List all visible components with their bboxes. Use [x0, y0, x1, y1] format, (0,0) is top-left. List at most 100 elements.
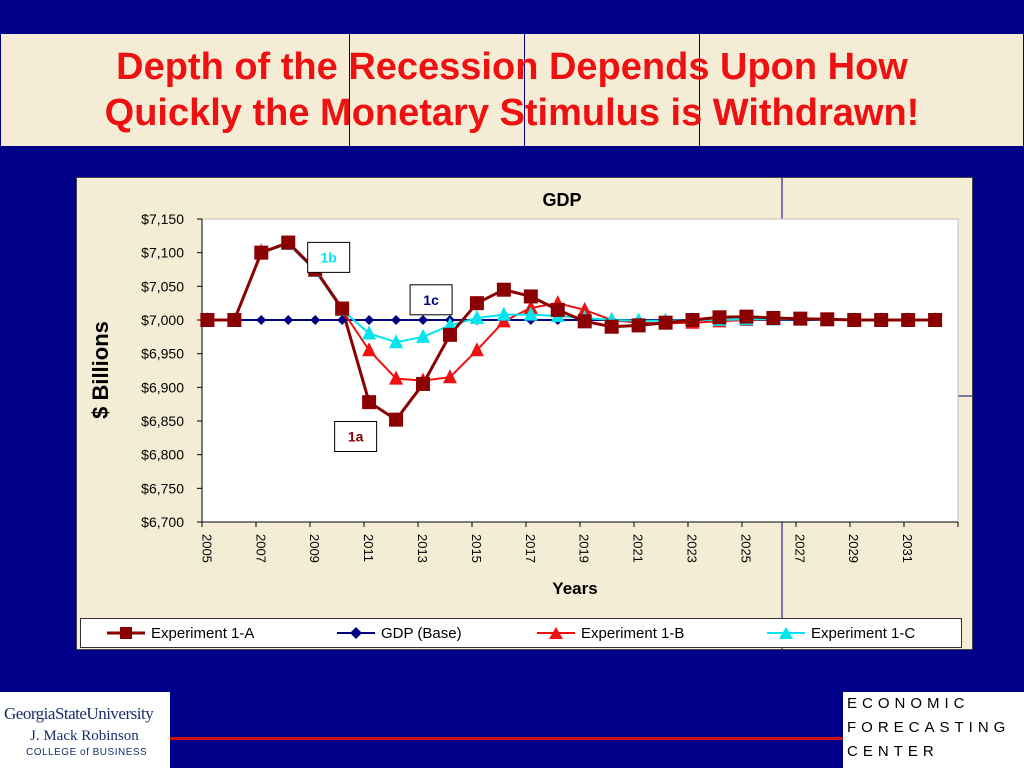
- x-tick-label: 2019: [577, 534, 592, 563]
- data-point-gdp-base: [310, 315, 321, 325]
- x-tick-label: 2011: [361, 534, 376, 562]
- data-point-experiment-1a: [658, 315, 673, 330]
- y-tick-label: $6,850: [141, 413, 184, 429]
- annotation-label-1b: 1b: [321, 249, 337, 265]
- legend-label-experiment-1b: Experiment 1-B: [581, 624, 685, 642]
- x-tick-label: 2029: [846, 534, 861, 563]
- legend-item-experiment-1c: Experiment 1-C: [767, 619, 915, 647]
- data-point-experiment-1a: [227, 313, 242, 327]
- legend-item-experiment-1b: Experiment 1-B: [537, 619, 684, 647]
- data-point-experiment-1c: [362, 325, 377, 340]
- data-point-experiment-1a: [739, 309, 754, 324]
- x-tick-label: 2013: [415, 534, 430, 563]
- y-tick-label: $7,100: [141, 245, 184, 261]
- y-tick-label: $7,150: [141, 211, 184, 227]
- data-point-experiment-1a: [254, 245, 269, 260]
- data-point-experiment-1a: [685, 313, 700, 327]
- data-point-experiment-1b: [469, 342, 484, 357]
- data-point-experiment-1c: [416, 328, 431, 343]
- data-point-experiment-1a: [469, 296, 484, 311]
- x-tick-label: 2027: [792, 534, 807, 563]
- x-tick-label: 2021: [631, 534, 646, 563]
- data-point-experiment-1a: [820, 312, 835, 327]
- data-point-experiment-1c: [469, 309, 484, 324]
- x-tick-label: 2007: [253, 534, 268, 563]
- legend-label-experiment-1a: Experiment 1-A: [151, 624, 255, 642]
- x-tick-label: 2015: [469, 534, 484, 563]
- efc-line-2: FORECASTING: [847, 719, 1011, 736]
- data-point-experiment-1c: [389, 334, 404, 349]
- data-point-experiment-1a: [793, 311, 808, 326]
- y-tick-label: $7,050: [141, 278, 184, 294]
- legend-label-experiment-1c: Experiment 1-C: [811, 624, 916, 642]
- data-point-experiment-1b: [577, 301, 592, 316]
- y-axis-title: $ Billions: [88, 321, 113, 419]
- data-point-gdp-base: [391, 315, 402, 325]
- annotation-label-1c: 1c: [423, 292, 439, 308]
- efc-line-3: CENTER: [847, 743, 939, 760]
- annotation-box-1a: [334, 420, 378, 452]
- legend-swatch-experiment-1b: [537, 627, 575, 639]
- data-point-gdp-base: [283, 315, 294, 325]
- x-tick-label: 2023: [685, 534, 700, 563]
- x-tick-label: 2031: [900, 534, 915, 563]
- data-point-experiment-1a: [200, 313, 215, 327]
- data-point-experiment-1c: [523, 306, 538, 321]
- y-tick-label: $6,800: [141, 447, 184, 463]
- data-point-experiment-1a: [847, 313, 862, 327]
- legend-swatch-experiment-1a: [107, 627, 145, 639]
- title-divider: [0, 34, 1, 146]
- data-point-experiment-1a: [928, 313, 943, 327]
- efc-line-1: ECONOMIC: [847, 695, 970, 712]
- data-point-experiment-1a: [496, 282, 511, 297]
- x-tick-label: 2005: [199, 534, 214, 563]
- legend-swatch-experiment-1c: [767, 627, 805, 639]
- annotation-box-1c: [409, 284, 453, 316]
- gsu-school-name: J. Mack Robinson: [30, 728, 139, 744]
- data-point-experiment-1a: [416, 376, 431, 391]
- data-point-experiment-1a: [523, 289, 538, 304]
- y-tick-label: $6,750: [141, 480, 184, 496]
- data-point-experiment-1a: [712, 310, 727, 325]
- gsu-logo: GeorgiaStateUniversity J. Mack Robinson …: [0, 692, 170, 768]
- legend-item-gdp-base: GDP (Base): [337, 619, 462, 647]
- footer-divider: [170, 737, 850, 740]
- data-point-experiment-1a: [631, 318, 646, 333]
- gsu-university-name: GeorgiaStateUniversity: [4, 704, 154, 723]
- annotation-label-1a: 1a: [348, 428, 364, 444]
- data-point-experiment-1a: [335, 301, 350, 316]
- data-point-gdp-base: [337, 315, 348, 325]
- x-tick-label: 2025: [738, 534, 753, 563]
- x-tick-label: 2017: [523, 534, 538, 563]
- data-point-experiment-1a: [442, 327, 457, 342]
- chart-legend: Experiment 1-A GDP (Base) Experiment 1-B…: [80, 618, 962, 648]
- data-point-experiment-1a: [281, 235, 296, 250]
- annotation-box-1b: [307, 241, 351, 273]
- data-point-experiment-1a: [766, 310, 781, 325]
- data-point-gdp-base: [364, 315, 375, 325]
- title-divider: [349, 34, 350, 146]
- data-point-experiment-1b: [362, 342, 377, 357]
- y-tick-label: $6,950: [141, 346, 184, 362]
- efc-logo: ECONOMIC FORECASTING CENTER: [843, 692, 1024, 768]
- gsu-college-name: COLLEGE of BUSINESS: [26, 747, 148, 758]
- chart-title: GDP: [542, 190, 581, 210]
- legend-label-gdp-base: GDP (Base): [381, 624, 462, 642]
- x-axis-title: Years: [552, 579, 597, 598]
- data-point-experiment-1b: [442, 369, 457, 384]
- data-point-experiment-1a: [550, 302, 565, 317]
- title-divider: [699, 34, 700, 146]
- data-point-experiment-1c: [496, 306, 511, 321]
- data-point-experiment-1a: [874, 313, 889, 327]
- legend-item-experiment-1a: Experiment 1-A: [107, 619, 254, 647]
- data-point-experiment-1a: [577, 314, 592, 329]
- y-tick-label: $6,700: [141, 514, 184, 530]
- title-divider: [524, 34, 525, 146]
- y-tick-label: $6,900: [141, 379, 184, 395]
- data-point-experiment-1a: [901, 313, 916, 327]
- slide-title: Depth of the Recession Depends Upon How …: [0, 34, 1024, 146]
- data-point-experiment-1a: [389, 412, 404, 427]
- slide-title-line-2: Quickly the Monetary Stimulus is Withdra…: [104, 92, 920, 134]
- data-point-gdp-base: [418, 315, 429, 325]
